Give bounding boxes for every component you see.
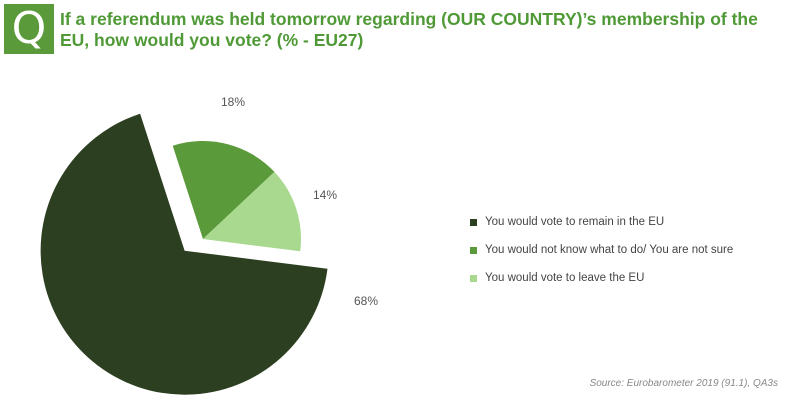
pie-slice-remain <box>40 113 328 395</box>
pie-slice-leave <box>203 171 301 252</box>
legend-swatch-not-sure <box>470 246 477 254</box>
legend-item-leave: You would vote to leave the EU <box>470 264 733 292</box>
legend-label-leave: You would vote to leave the EU <box>485 272 645 284</box>
chart-title: If a referendum was held tomorrow regard… <box>60 9 758 50</box>
legend-swatch-leave <box>470 274 477 282</box>
legend-label-remain: You would vote to remain in the EU <box>485 216 665 228</box>
legend-swatch-remain <box>470 218 477 226</box>
legend-label-not-sure: You would not know what to do/ You are n… <box>485 244 734 256</box>
pie-label-remain: 68% <box>354 294 378 308</box>
pie-label-leave: 14% <box>313 188 337 202</box>
question-badge: Q <box>4 4 54 54</box>
legend-item-not-sure: You would not know what to do/ You are n… <box>470 236 733 264</box>
pie-slice-not-sure <box>172 141 275 239</box>
source-note: Source: Eurobarometer 2019 (91.1), QA3s <box>589 378 778 389</box>
legend-item-remain: You would vote to remain in the EU <box>470 208 733 236</box>
legend: You would vote to remain in the EU You w… <box>470 208 733 292</box>
pie-label-not-sure: 18% <box>221 95 245 109</box>
